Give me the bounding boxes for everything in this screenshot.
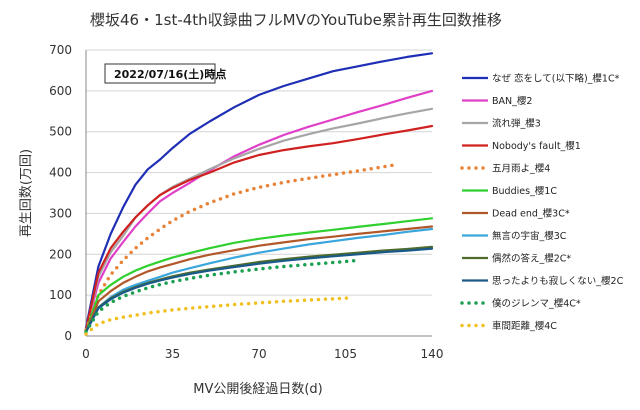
y-tick-label: 0 — [64, 329, 72, 343]
legend-label: 無言の宇宙_櫻3C — [492, 230, 567, 242]
y-axis-label: 再生回数(万回) — [19, 149, 34, 237]
series-line — [84, 296, 350, 336]
annotation-frame — [104, 63, 216, 84]
series-line — [84, 245, 434, 333]
legend-label: 思ったよりも寂しくない_櫻2C — [492, 275, 624, 287]
x-tick-label: 105 — [334, 347, 357, 361]
legend-label: Buddies_櫻1C — [492, 185, 557, 197]
legend-label: 僕のジレンマ_櫻4C* — [492, 298, 581, 310]
series-line — [84, 162, 400, 332]
series-line — [84, 124, 434, 331]
series-line — [84, 227, 434, 333]
legend-label: 車間距離_櫻4C — [492, 320, 557, 332]
series-line — [84, 52, 434, 329]
y-tick-label: 300 — [49, 206, 72, 220]
series-line — [84, 258, 360, 334]
legend-label: 流れ弾_櫻3 — [492, 118, 541, 130]
legend-label: 五月雨よ_櫻4 — [492, 163, 550, 175]
x-axis-label: MV公開後経過日数(d) — [193, 382, 323, 397]
series-line — [84, 89, 434, 331]
series-line — [84, 225, 434, 333]
legend-label: なぜ 恋をして(以下略)_櫻1C* — [492, 73, 620, 85]
y-tick-label: 700 — [49, 43, 72, 57]
x-tick-label: 0 — [82, 347, 90, 361]
y-tick-label: 200 — [49, 247, 72, 261]
series-line — [84, 217, 434, 333]
annotation-box: 2022/07/16(土)時点 — [104, 63, 226, 84]
legend: なぜ 恋をして(以下略)_櫻1C* BAN_櫻2 流れ弾_櫻3 Nobody's fa… — [460, 73, 624, 332]
legend-label: Dead end_櫻3C* — [492, 208, 570, 220]
series-line — [84, 247, 434, 333]
legend-label: Nobody's fault_櫻1 — [492, 140, 581, 152]
y-tick-label: 500 — [49, 125, 72, 139]
x-tick-label: 140 — [421, 347, 444, 361]
annotation-text: 2022/07/16(土)時点 — [114, 67, 226, 81]
axes: 0 100 200 300 400 500 600 700 0 35 70 105 140 — [49, 43, 443, 361]
series-lines — [84, 52, 434, 336]
series-line — [84, 107, 434, 331]
y-tick-label: 600 — [49, 84, 72, 98]
x-tick-label: 70 — [251, 347, 266, 361]
legend-label: BAN_櫻2 — [492, 95, 532, 107]
legend-label: 偶然の答え_櫻2C* — [492, 253, 571, 265]
y-tick-label: 100 — [49, 288, 72, 302]
y-tick-label: 400 — [49, 166, 72, 180]
chart-title: 櫻坂46・1st-4th収録曲フルMVのYouTube累計再生回数推移 — [90, 11, 502, 29]
x-tick-label: 35 — [165, 347, 180, 361]
grid — [86, 49, 432, 337]
